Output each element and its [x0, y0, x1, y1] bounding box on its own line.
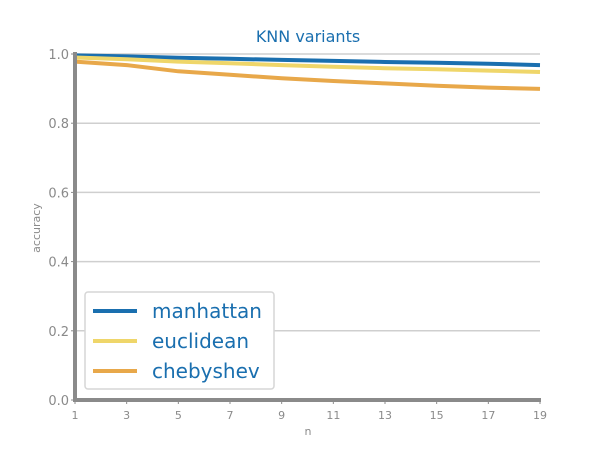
x-tick-label: 3	[123, 409, 130, 422]
x-tick-label: 13	[378, 409, 392, 422]
legend-box	[84, 291, 275, 390]
x-tick-label: 9	[278, 409, 285, 422]
y-tick-label: 0.0	[48, 394, 69, 409]
x-tick-label: 5	[175, 409, 182, 422]
x-tick-label: 7	[227, 409, 234, 422]
y-tick-label: 0.4	[48, 256, 69, 271]
x-tick-label: 15	[430, 409, 444, 422]
y-tick-label: 0.2	[48, 325, 69, 340]
y-axis-label: accuracy	[30, 203, 43, 253]
x-tick-label: 1	[72, 409, 79, 422]
x-tick-label: 17	[481, 409, 495, 422]
x-tick-label: 11	[326, 409, 340, 422]
x-axis-label: n	[305, 425, 312, 438]
legend-label-euclidean: euclidean	[152, 329, 249, 353]
series-line-manhattan	[74, 53, 541, 68]
chart-title: KNN variants	[256, 27, 360, 46]
tick-labels: 0.00.20.40.60.81.01 3 5 7 9 11 13 15 17 19	[48, 48, 547, 422]
legend-label-chebyshev: chebyshev	[152, 359, 260, 383]
y-tick-label: 0.8	[48, 117, 69, 132]
axes	[73, 52, 541, 402]
x-tick-label: 19	[533, 409, 547, 422]
series-line-euclidean	[74, 55, 541, 74]
y-tick-label: 0.6	[48, 186, 69, 201]
y-tick-label: 1.0	[48, 48, 69, 63]
legend: manhattan euclidean chebyshev	[84, 291, 275, 390]
legend-label-manhattan: manhattan	[152, 299, 262, 323]
series-lines	[74, 53, 541, 91]
series-line-chebyshev	[74, 59, 541, 91]
